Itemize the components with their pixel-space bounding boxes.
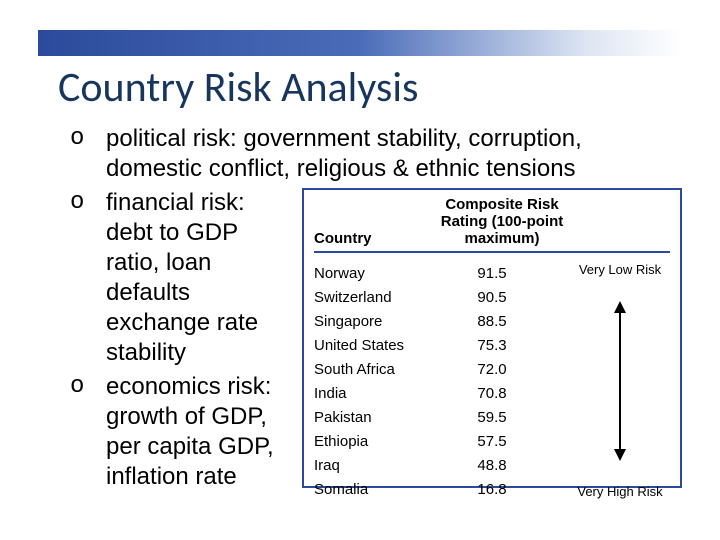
page-title: Country Risk Analysis: [58, 62, 418, 113]
cell-country: South Africa: [314, 361, 434, 378]
table-row: Pakistan 59.5: [314, 405, 570, 429]
bullet-marker: o: [70, 124, 106, 154]
cell-value: 70.8: [434, 385, 570, 402]
cell-country: Switzerland: [314, 289, 434, 306]
cell-country: Singapore: [314, 313, 434, 330]
cell-value: 48.8: [434, 457, 570, 474]
table-row: Switzerland 90.5: [314, 285, 570, 309]
cell-value: 88.5: [434, 313, 570, 330]
table-row: South Africa 72.0: [314, 357, 570, 381]
cell-country: United States: [314, 337, 434, 354]
table-row: Norway 91.5: [314, 261, 570, 285]
table-row: Ethiopia 57.5: [314, 429, 570, 453]
th-rating-line3: maximum): [464, 230, 539, 247]
th-rating: Composite Risk Rating (100-point maximum…: [434, 196, 570, 247]
cell-value: 90.5: [434, 289, 570, 306]
table-row: Iraq 48.8: [314, 453, 570, 477]
cell-country: Somalia: [314, 481, 434, 498]
bullet-text: political risk: government stability, co…: [106, 124, 680, 184]
label-high-risk: Very High Risk: [577, 485, 662, 499]
th-country: Country: [314, 230, 434, 247]
double-arrow-icon: [611, 281, 629, 481]
bullet-marker: o: [70, 188, 106, 218]
header-gradient-bar: [38, 30, 682, 56]
cell-country: India: [314, 385, 434, 402]
cell-value: 16.8: [434, 481, 570, 498]
th-rating-line2: Rating (100-point: [441, 213, 564, 230]
label-low-risk: Very Low Risk: [579, 263, 661, 277]
bullet-text: financial risk: debt to GDP ratio, loan …: [106, 188, 296, 368]
table-body: Norway 91.5 Switzerland 90.5 Singapore 8…: [314, 253, 670, 501]
table-row: United States 75.3: [314, 333, 570, 357]
cell-country: Norway: [314, 265, 434, 282]
table-rows: Norway 91.5 Switzerland 90.5 Singapore 8…: [314, 261, 570, 501]
cell-country: Ethiopia: [314, 433, 434, 450]
th-rating-line1: Composite Risk: [445, 196, 558, 213]
cell-value: 75.3: [434, 337, 570, 354]
cell-value: 57.5: [434, 433, 570, 450]
risk-table: Country Composite Risk Rating (100-point…: [302, 188, 682, 488]
table-row: India 70.8: [314, 381, 570, 405]
cell-value: 59.5: [434, 409, 570, 426]
table-header: Country Composite Risk Rating (100-point…: [314, 196, 670, 253]
risk-scale: Very Low Risk Very High Risk: [570, 261, 670, 501]
table-row: Singapore 88.5: [314, 309, 570, 333]
cell-country: Iraq: [314, 457, 434, 474]
table-row: Somalia 16.8: [314, 477, 570, 501]
cell-value: 72.0: [434, 361, 570, 378]
bullet-text: economics risk: growth of GDP, per capit…: [106, 372, 296, 492]
bullet-marker: o: [70, 372, 106, 402]
cell-country: Pakistan: [314, 409, 434, 426]
list-item: o political risk: government stability, …: [70, 124, 680, 184]
cell-value: 91.5: [434, 265, 570, 282]
